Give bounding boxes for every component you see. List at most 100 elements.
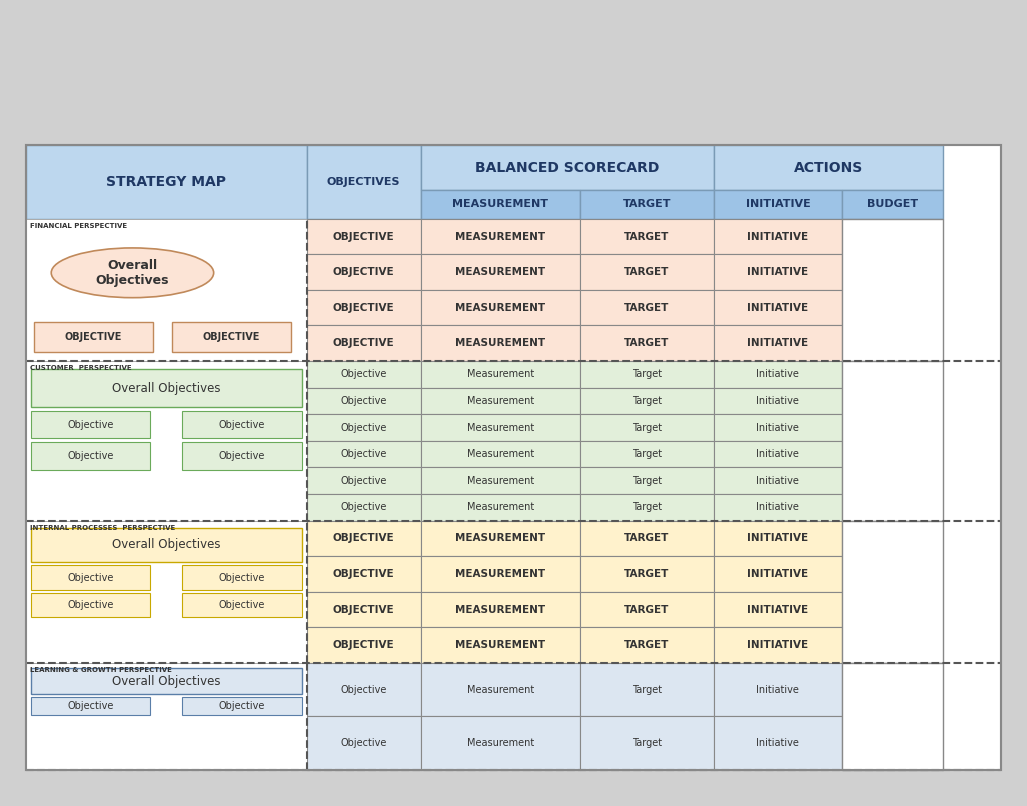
Text: Measurement: Measurement: [466, 476, 534, 486]
Text: FINANCIAL PERSPECTIVE: FINANCIAL PERSPECTIVE: [30, 222, 127, 229]
Text: Target: Target: [632, 369, 661, 380]
Bar: [714, 494, 842, 521]
Bar: [307, 218, 421, 255]
Text: BALANCED SCORECARD: BALANCED SCORECARD: [474, 160, 659, 175]
Bar: [31, 566, 150, 590]
Bar: [307, 388, 421, 414]
Bar: [842, 663, 943, 770]
Bar: [421, 521, 580, 556]
Bar: [26, 521, 307, 663]
Text: INITIATIVE: INITIATIVE: [748, 231, 808, 242]
Bar: [26, 361, 307, 521]
Text: Measurement: Measurement: [466, 422, 534, 433]
Bar: [26, 218, 307, 361]
Text: Target: Target: [632, 476, 661, 486]
Text: OBJECTIVE: OBJECTIVE: [65, 332, 122, 342]
Bar: [421, 218, 580, 255]
Text: MEASUREMENT: MEASUREMENT: [455, 231, 545, 242]
Text: Objective: Objective: [67, 700, 114, 711]
Text: Measurement: Measurement: [466, 684, 534, 695]
Bar: [26, 663, 307, 770]
Text: Target: Target: [632, 422, 661, 433]
Text: Initiative: Initiative: [757, 684, 799, 695]
Bar: [421, 190, 580, 218]
Bar: [714, 290, 842, 326]
Text: Objective: Objective: [341, 738, 387, 748]
Bar: [580, 592, 714, 627]
Text: Objective: Objective: [341, 684, 387, 695]
Text: Objective: Objective: [341, 449, 387, 459]
Bar: [307, 494, 421, 521]
Bar: [714, 441, 842, 467]
Bar: [714, 663, 842, 717]
Text: Measurement: Measurement: [466, 502, 534, 513]
Text: Overall Objectives: Overall Objectives: [112, 538, 221, 551]
Text: Initiative: Initiative: [757, 396, 799, 406]
Bar: [421, 467, 580, 494]
Bar: [580, 190, 714, 218]
Text: INITIATIVE: INITIATIVE: [748, 302, 808, 313]
Bar: [842, 361, 943, 521]
Bar: [31, 593, 150, 617]
Text: OBJECTIVE: OBJECTIVE: [333, 569, 394, 579]
Bar: [26, 145, 1001, 770]
Bar: [31, 369, 302, 407]
Bar: [421, 717, 580, 770]
Bar: [580, 388, 714, 414]
Bar: [580, 663, 714, 717]
Bar: [421, 388, 580, 414]
Bar: [714, 592, 842, 627]
Text: OBJECTIVE: OBJECTIVE: [333, 604, 394, 614]
Text: BUDGET: BUDGET: [867, 199, 918, 210]
Bar: [421, 441, 580, 467]
Bar: [421, 592, 580, 627]
Text: MEASUREMENT: MEASUREMENT: [455, 339, 545, 348]
Text: INITIATIVE: INITIATIVE: [746, 199, 810, 210]
Bar: [714, 521, 842, 556]
Bar: [421, 145, 714, 190]
Text: Measurement: Measurement: [466, 369, 534, 380]
Bar: [183, 442, 302, 470]
Bar: [307, 467, 421, 494]
Text: TARGET: TARGET: [624, 534, 670, 543]
Text: MEASUREMENT: MEASUREMENT: [455, 534, 545, 543]
Bar: [26, 145, 1001, 770]
Text: Initiative: Initiative: [757, 449, 799, 459]
Text: INITIATIVE: INITIATIVE: [748, 640, 808, 650]
Bar: [580, 361, 714, 388]
Text: Target: Target: [632, 502, 661, 513]
Text: INITIATIVE: INITIATIVE: [748, 267, 808, 277]
Text: TARGET: TARGET: [624, 231, 670, 242]
Text: Objective: Objective: [219, 420, 265, 430]
Bar: [580, 521, 714, 556]
Text: INTERNAL PROCESSES  PERSPECTIVE: INTERNAL PROCESSES PERSPECTIVE: [30, 525, 175, 530]
Text: OBJECTIVE: OBJECTIVE: [202, 332, 260, 342]
Text: TARGET: TARGET: [624, 604, 670, 614]
Text: Objective: Objective: [67, 600, 114, 610]
Text: TARGET: TARGET: [624, 569, 670, 579]
Bar: [421, 326, 580, 361]
Bar: [307, 717, 421, 770]
Bar: [307, 627, 421, 663]
Text: MEASUREMENT: MEASUREMENT: [455, 267, 545, 277]
Text: Objective: Objective: [67, 420, 114, 430]
Bar: [307, 290, 421, 326]
Bar: [580, 494, 714, 521]
Text: Initiative: Initiative: [757, 502, 799, 513]
Bar: [307, 556, 421, 592]
Bar: [421, 361, 580, 388]
Text: OBJECTIVE: OBJECTIVE: [333, 231, 394, 242]
Bar: [421, 255, 580, 290]
Text: Objective: Objective: [219, 600, 265, 610]
Bar: [842, 521, 943, 663]
Text: LEARNING & GROWTH PERSPECTIVE: LEARNING & GROWTH PERSPECTIVE: [30, 667, 172, 673]
Text: Objective: Objective: [341, 502, 387, 513]
Text: Overall
Objectives: Overall Objectives: [96, 259, 169, 287]
Text: Measurement: Measurement: [466, 396, 534, 406]
Text: Objective: Objective: [219, 451, 265, 461]
Bar: [580, 326, 714, 361]
Bar: [183, 411, 302, 438]
Bar: [714, 218, 842, 255]
Text: Measurement: Measurement: [466, 738, 534, 748]
Bar: [714, 556, 842, 592]
